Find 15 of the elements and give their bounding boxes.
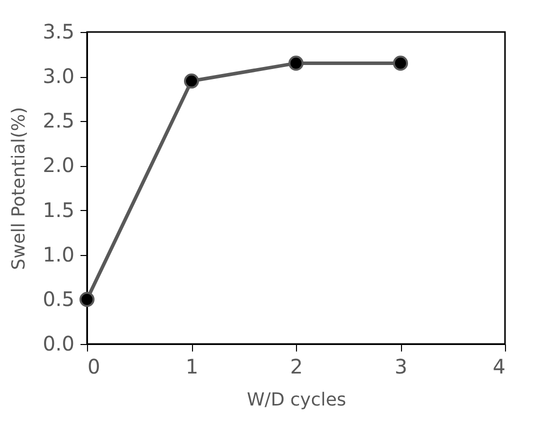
y-tick-label: 3.5 — [42, 20, 74, 44]
x-tick-label: 0 — [88, 354, 100, 378]
x-tick-label: 3 — [394, 354, 408, 378]
x-axis-title: W/D cycles — [246, 390, 346, 410]
y-tick-label: 0.0 — [42, 332, 74, 356]
y-tick-label: 2.0 — [42, 153, 74, 178]
y-tick-label: 1.0 — [42, 242, 74, 266]
x-tick-label: 1 — [186, 354, 198, 378]
x-tick-label: 2 — [290, 354, 303, 378]
y-tick-label: 0.5 — [42, 286, 74, 311]
x-tick-label: 4 — [492, 354, 506, 378]
y-axis-title: Swell Potential(%) — [8, 107, 30, 270]
y-tick-label: 3.0 — [42, 64, 74, 88]
y-tick-label: 2.5 — [42, 108, 74, 133]
y-tick-label: 1.5 — [42, 198, 74, 222]
